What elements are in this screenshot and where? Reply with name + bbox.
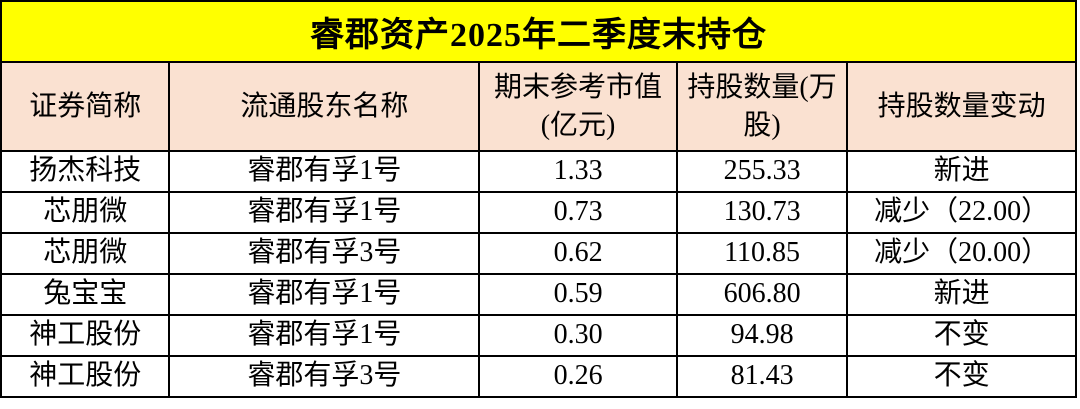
header-market-value: 期末参考市值(亿元) — [478, 61, 678, 152]
cell-security-name: 芯朋微 — [0, 232, 171, 275]
header-share-change: 持股数量变动 — [846, 61, 1077, 152]
cell-shareholder-name: 睿郡有孚1号 — [168, 273, 481, 316]
cell-market-value: 0.73 — [478, 191, 678, 234]
table-row: 神工股份 睿郡有孚3号 0.26 81.43 不变 — [0, 355, 1077, 398]
cell-share-count: 606.80 — [675, 273, 849, 316]
cell-security-name: 芯朋微 — [0, 191, 171, 234]
cell-market-value: 0.26 — [478, 355, 678, 398]
cell-security-name: 扬杰科技 — [0, 150, 171, 193]
cell-security-name: 神工股份 — [0, 314, 171, 357]
cell-market-value: 1.33 — [478, 150, 678, 193]
cell-shareholder-name: 睿郡有孚3号 — [168, 355, 481, 398]
table-row: 神工股份 睿郡有孚1号 0.30 94.98 不变 — [0, 314, 1077, 357]
header-security-name: 证券简称 — [0, 61, 171, 152]
cell-market-value: 0.30 — [478, 314, 678, 357]
cell-share-count: 81.43 — [675, 355, 849, 398]
table-title-row: 睿郡资产2025年二季度末持仓 — [0, 0, 1077, 63]
cell-share-count: 130.73 — [675, 191, 849, 234]
cell-shareholder-name: 睿郡有孚1号 — [168, 191, 481, 234]
cell-share-count: 255.33 — [675, 150, 849, 193]
cell-share-count: 110.85 — [675, 232, 849, 275]
cell-share-count: 94.98 — [675, 314, 849, 357]
cell-share-change: 减少（20.00） — [846, 232, 1077, 275]
cell-shareholder-name: 睿郡有孚1号 — [168, 314, 481, 357]
holdings-table: 睿郡资产2025年二季度末持仓 证券简称 流通股东名称 期末参考市值(亿元) 持… — [0, 0, 1077, 398]
table-body: 扬杰科技 睿郡有孚1号 1.33 255.33 新进 芯朋微 睿郡有孚1号 0.… — [0, 150, 1077, 398]
table-header-row: 证券简称 流通股东名称 期末参考市值(亿元) 持股数量(万股) 持股数量变动 — [0, 61, 1077, 152]
cell-share-change: 新进 — [846, 150, 1077, 193]
table-row: 芯朋微 睿郡有孚3号 0.62 110.85 减少（20.00） — [0, 232, 1077, 275]
cell-market-value: 0.62 — [478, 232, 678, 275]
cell-share-change: 不变 — [846, 355, 1077, 398]
cell-share-change: 减少（22.00） — [846, 191, 1077, 234]
table-row: 兔宝宝 睿郡有孚1号 0.59 606.80 新进 — [0, 273, 1077, 316]
cell-share-change: 新进 — [846, 273, 1077, 316]
cell-market-value: 0.59 — [478, 273, 678, 316]
header-shareholder-name: 流通股东名称 — [168, 61, 481, 152]
cell-shareholder-name: 睿郡有孚1号 — [168, 150, 481, 193]
header-share-count: 持股数量(万股) — [675, 61, 849, 152]
cell-security-name: 神工股份 — [0, 355, 171, 398]
table-title: 睿郡资产2025年二季度末持仓 — [0, 0, 1077, 63]
cell-shareholder-name: 睿郡有孚3号 — [168, 232, 481, 275]
table-row: 芯朋微 睿郡有孚1号 0.73 130.73 减少（22.00） — [0, 191, 1077, 234]
cell-share-change: 不变 — [846, 314, 1077, 357]
table-row: 扬杰科技 睿郡有孚1号 1.33 255.33 新进 — [0, 150, 1077, 193]
cell-security-name: 兔宝宝 — [0, 273, 171, 316]
